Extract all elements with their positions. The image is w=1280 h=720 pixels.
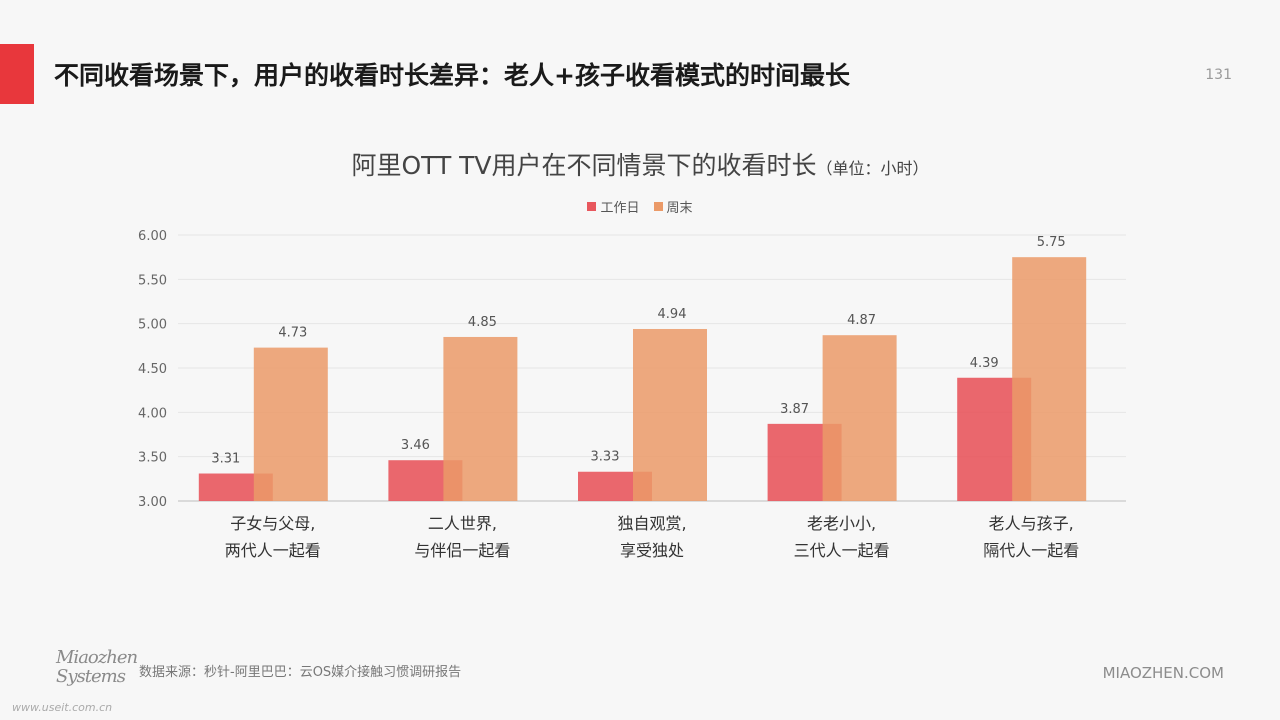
data-label-weekday: 4.39 (970, 356, 999, 371)
legend-swatch-weekday (587, 202, 597, 211)
accent-bar (0, 44, 34, 104)
bar-weekend (822, 335, 897, 501)
data-source-note: 数据来源：秒针-阿里巴巴：云OS媒介接触习惯调研报告 (139, 665, 462, 680)
chart-unit-note: （单位：小时） (816, 159, 929, 178)
bar-weekend (633, 328, 707, 501)
slide-title: 不同收看场景下，用户的收看时长差异：老人+孩子收看模式的时间最长 (54, 61, 850, 90)
data-label-weekend: 4.73 (278, 326, 307, 341)
x-category-label: 三代人一起看 (794, 541, 890, 560)
y-tick-label: 5.00 (138, 318, 167, 333)
data-label-weekday: 3.31 (211, 452, 240, 467)
miaozhen-logo: Miaozhen Systems (56, 647, 138, 687)
data-label-weekend: 5.75 (1037, 235, 1066, 250)
bar-weekend (1012, 257, 1087, 501)
x-category-label: 子女与父母, (230, 514, 315, 533)
chart-title-text: 阿里OTT TV用户在不同情景下的收看时长 (351, 151, 817, 180)
y-tick-label: 4.50 (138, 362, 167, 377)
y-tick-label: 3.50 (138, 451, 167, 466)
x-category-label: 二人世界, (428, 514, 497, 533)
x-category-label: 与伴侣一起看 (414, 541, 510, 560)
legend-label-weekend: 周末 (666, 201, 693, 216)
y-tick-label: 4.00 (138, 406, 167, 421)
bar-weekend (443, 336, 518, 501)
x-category-label: 两代人一起看 (225, 541, 321, 560)
data-label-weekend: 4.87 (847, 313, 876, 328)
data-label-weekend: 4.94 (658, 307, 687, 322)
y-tick-label: 5.50 (138, 273, 167, 288)
legend-label-weekday: 工作日 (600, 201, 640, 216)
x-category-label: 老人与孩子, (989, 514, 1074, 533)
data-label-weekday: 3.46 (401, 438, 430, 453)
x-category-label: 独自观赏, (617, 514, 686, 533)
chart-title: 阿里OTT TV用户在不同情景下的收看时长（单位：小时） (0, 146, 1280, 182)
x-category-label: 享受独处 (620, 541, 684, 560)
brand-url: MIAOZHEN.COM (1102, 664, 1224, 682)
data-label-weekend: 4.85 (468, 315, 497, 330)
watermark: www.useit.com.cn (12, 701, 113, 714)
bar-weekend (253, 347, 328, 501)
data-label-weekday: 3.33 (591, 450, 620, 465)
legend-swatch-weekend (653, 202, 663, 211)
x-category-label: 隔代人一起看 (983, 541, 1079, 560)
x-category-label: 老老小小, (807, 514, 876, 533)
y-tick-label: 6.00 (138, 229, 167, 244)
bar-chart: 3.00 3.50 4.00 4.50 5.00 5.50 6.00 3.31 4.73 子女与父… (138, 229, 1126, 560)
data-label-weekday: 3.87 (780, 402, 809, 417)
legend-item-weekday: 工作日 (587, 197, 640, 216)
chart-legend: 工作日 周末 (0, 197, 1280, 216)
logo-line-2: Systems (56, 666, 126, 687)
y-tick-label: 3.00 (138, 495, 167, 510)
logo-line-1: Miaozhen (56, 647, 138, 668)
legend-item-weekend: 周末 (653, 197, 693, 216)
page-number: 131 (1205, 67, 1232, 83)
